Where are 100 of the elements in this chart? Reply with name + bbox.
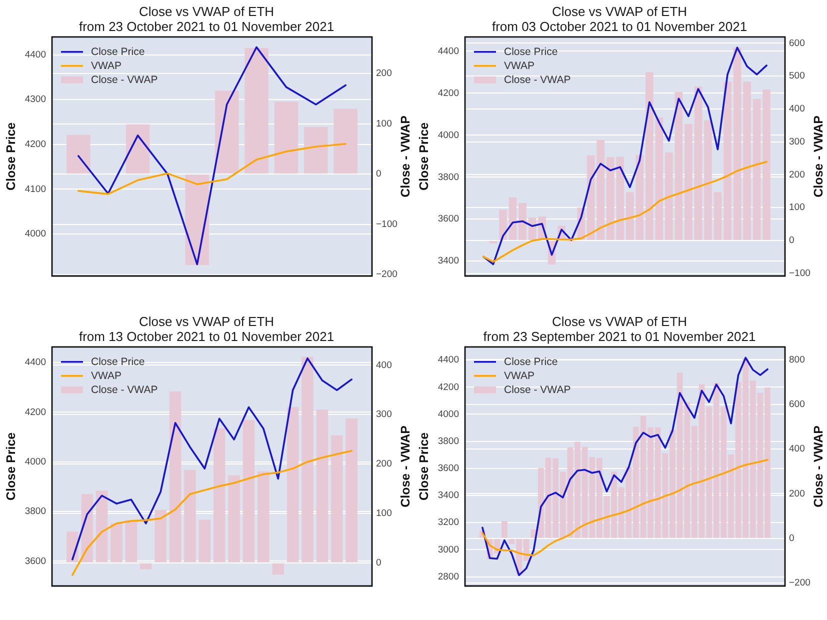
y-tick-label: 2800 (438, 571, 459, 582)
bar (286, 407, 299, 562)
y-tick-label: 3800 (438, 436, 459, 447)
bar (184, 470, 196, 562)
y2-tick-label: 0 (376, 168, 382, 180)
chart-subtitle: from 23 September 2021 to 01 November 2021 (483, 329, 756, 344)
legend-label: VWAP (91, 60, 122, 72)
y-tick-label: 3400 (438, 256, 459, 267)
bar (674, 92, 683, 240)
y2-tick-label: 300 (789, 136, 805, 148)
bar (304, 126, 328, 174)
y2-tick-label: 0 (376, 557, 382, 568)
y-tick-label: 4400 (24, 49, 46, 60)
bar (213, 428, 226, 562)
bar (274, 102, 298, 174)
bar (96, 490, 108, 562)
y-tick-label: 4000 (24, 228, 46, 240)
y2-tick-label: 500 (789, 70, 805, 82)
y-axis-title: Close Price (416, 122, 431, 190)
bar (331, 435, 343, 562)
bar (272, 563, 284, 575)
y-tick-label: 3400 (438, 490, 459, 502)
y2-tick-label: 0 (789, 533, 794, 544)
bar (501, 521, 508, 538)
legend-label: Close - VWAP (504, 384, 571, 396)
y2-tick-label: −100 (789, 268, 810, 279)
y2-tick-label: 200 (376, 458, 392, 470)
y2-tick-label: 400 (376, 360, 392, 371)
y2-tick-label: 400 (789, 104, 805, 115)
y-tick-label: 3600 (438, 214, 459, 225)
bar (499, 210, 507, 240)
y-tick-label: 4200 (24, 138, 46, 150)
y2-axis-title: Close - VWAP (398, 425, 412, 508)
bar (169, 391, 182, 562)
legend-label: Close - VWAP (91, 384, 158, 396)
y-tick-label: 4200 (438, 88, 459, 99)
bar (724, 82, 732, 240)
chart-title: Close vs VWAP of ETH (138, 4, 274, 20)
y2-tick-label: 200 (376, 68, 392, 80)
y2-tick-label: 200 (789, 488, 805, 500)
legend-label: VWAP (504, 60, 535, 72)
bar (316, 410, 328, 562)
y-tick-label: 3800 (24, 506, 46, 518)
bar (66, 134, 90, 174)
y-tick-label: 3200 (438, 517, 459, 528)
y2-tick-label: −200 (376, 269, 398, 280)
bar (762, 90, 770, 240)
y-axis-title: Close Price (4, 432, 18, 500)
chart-title: Close vs VWAP of ETH (552, 4, 688, 20)
bar (665, 152, 673, 240)
bar (752, 99, 761, 240)
y2-tick-label: 100 (789, 202, 805, 214)
y-axis-title: Close Price (4, 122, 18, 190)
chart-subtitle: from 03 October 2021 to 01 November 2021 (492, 19, 748, 34)
y-tick-label: 4400 (438, 354, 459, 366)
y2-tick-label: 200 (789, 169, 805, 180)
y-tick-label: 3000 (438, 544, 459, 556)
bar (694, 86, 702, 240)
bar (258, 471, 270, 562)
bar (154, 510, 166, 562)
bar (733, 47, 742, 240)
y-tick-label: 4100 (24, 184, 46, 195)
y-axis-title: Close Price (416, 432, 431, 500)
y-tick-label: 4200 (438, 382, 459, 393)
y2-axis-title: Close - VWAP (811, 425, 826, 508)
bar (489, 240, 498, 244)
bar (242, 420, 255, 562)
y-tick-label: 4300 (24, 94, 46, 106)
bar (646, 72, 654, 240)
y-tick-label: 4000 (438, 130, 459, 141)
y2-tick-label: 600 (789, 398, 805, 410)
y2-tick-label: 600 (789, 38, 805, 49)
legend-label: VWAP (504, 370, 535, 382)
bar (110, 523, 122, 562)
bar (334, 108, 358, 174)
bar (140, 563, 152, 570)
bar (704, 120, 712, 240)
bar (743, 82, 751, 240)
bar (684, 124, 692, 240)
bar (302, 356, 314, 562)
bar (244, 48, 268, 174)
bar (214, 90, 239, 174)
y2-tick-label: 100 (376, 118, 392, 130)
bar (126, 124, 150, 174)
chart-subtitle: from 23 October 2021 to 01 November 2021 (78, 19, 334, 34)
y-tick-label: 4400 (24, 357, 46, 368)
legend-label: Close Price (91, 46, 145, 58)
y2-axis-title: Close - VWAP (811, 115, 826, 198)
bar (125, 520, 138, 562)
bar (198, 520, 211, 562)
y2-tick-label: −100 (376, 218, 398, 230)
y-tick-label: 4200 (24, 406, 46, 418)
legend-label: Close Price (504, 46, 558, 58)
bar (655, 117, 664, 240)
y-tick-label: 4000 (438, 408, 459, 420)
chart-title: Close vs VWAP of ETH (552, 314, 688, 330)
y2-tick-label: 0 (789, 235, 794, 246)
bar (518, 202, 526, 240)
y-tick-label: 3800 (438, 172, 459, 183)
legend-label: Close - VWAP (504, 74, 571, 86)
